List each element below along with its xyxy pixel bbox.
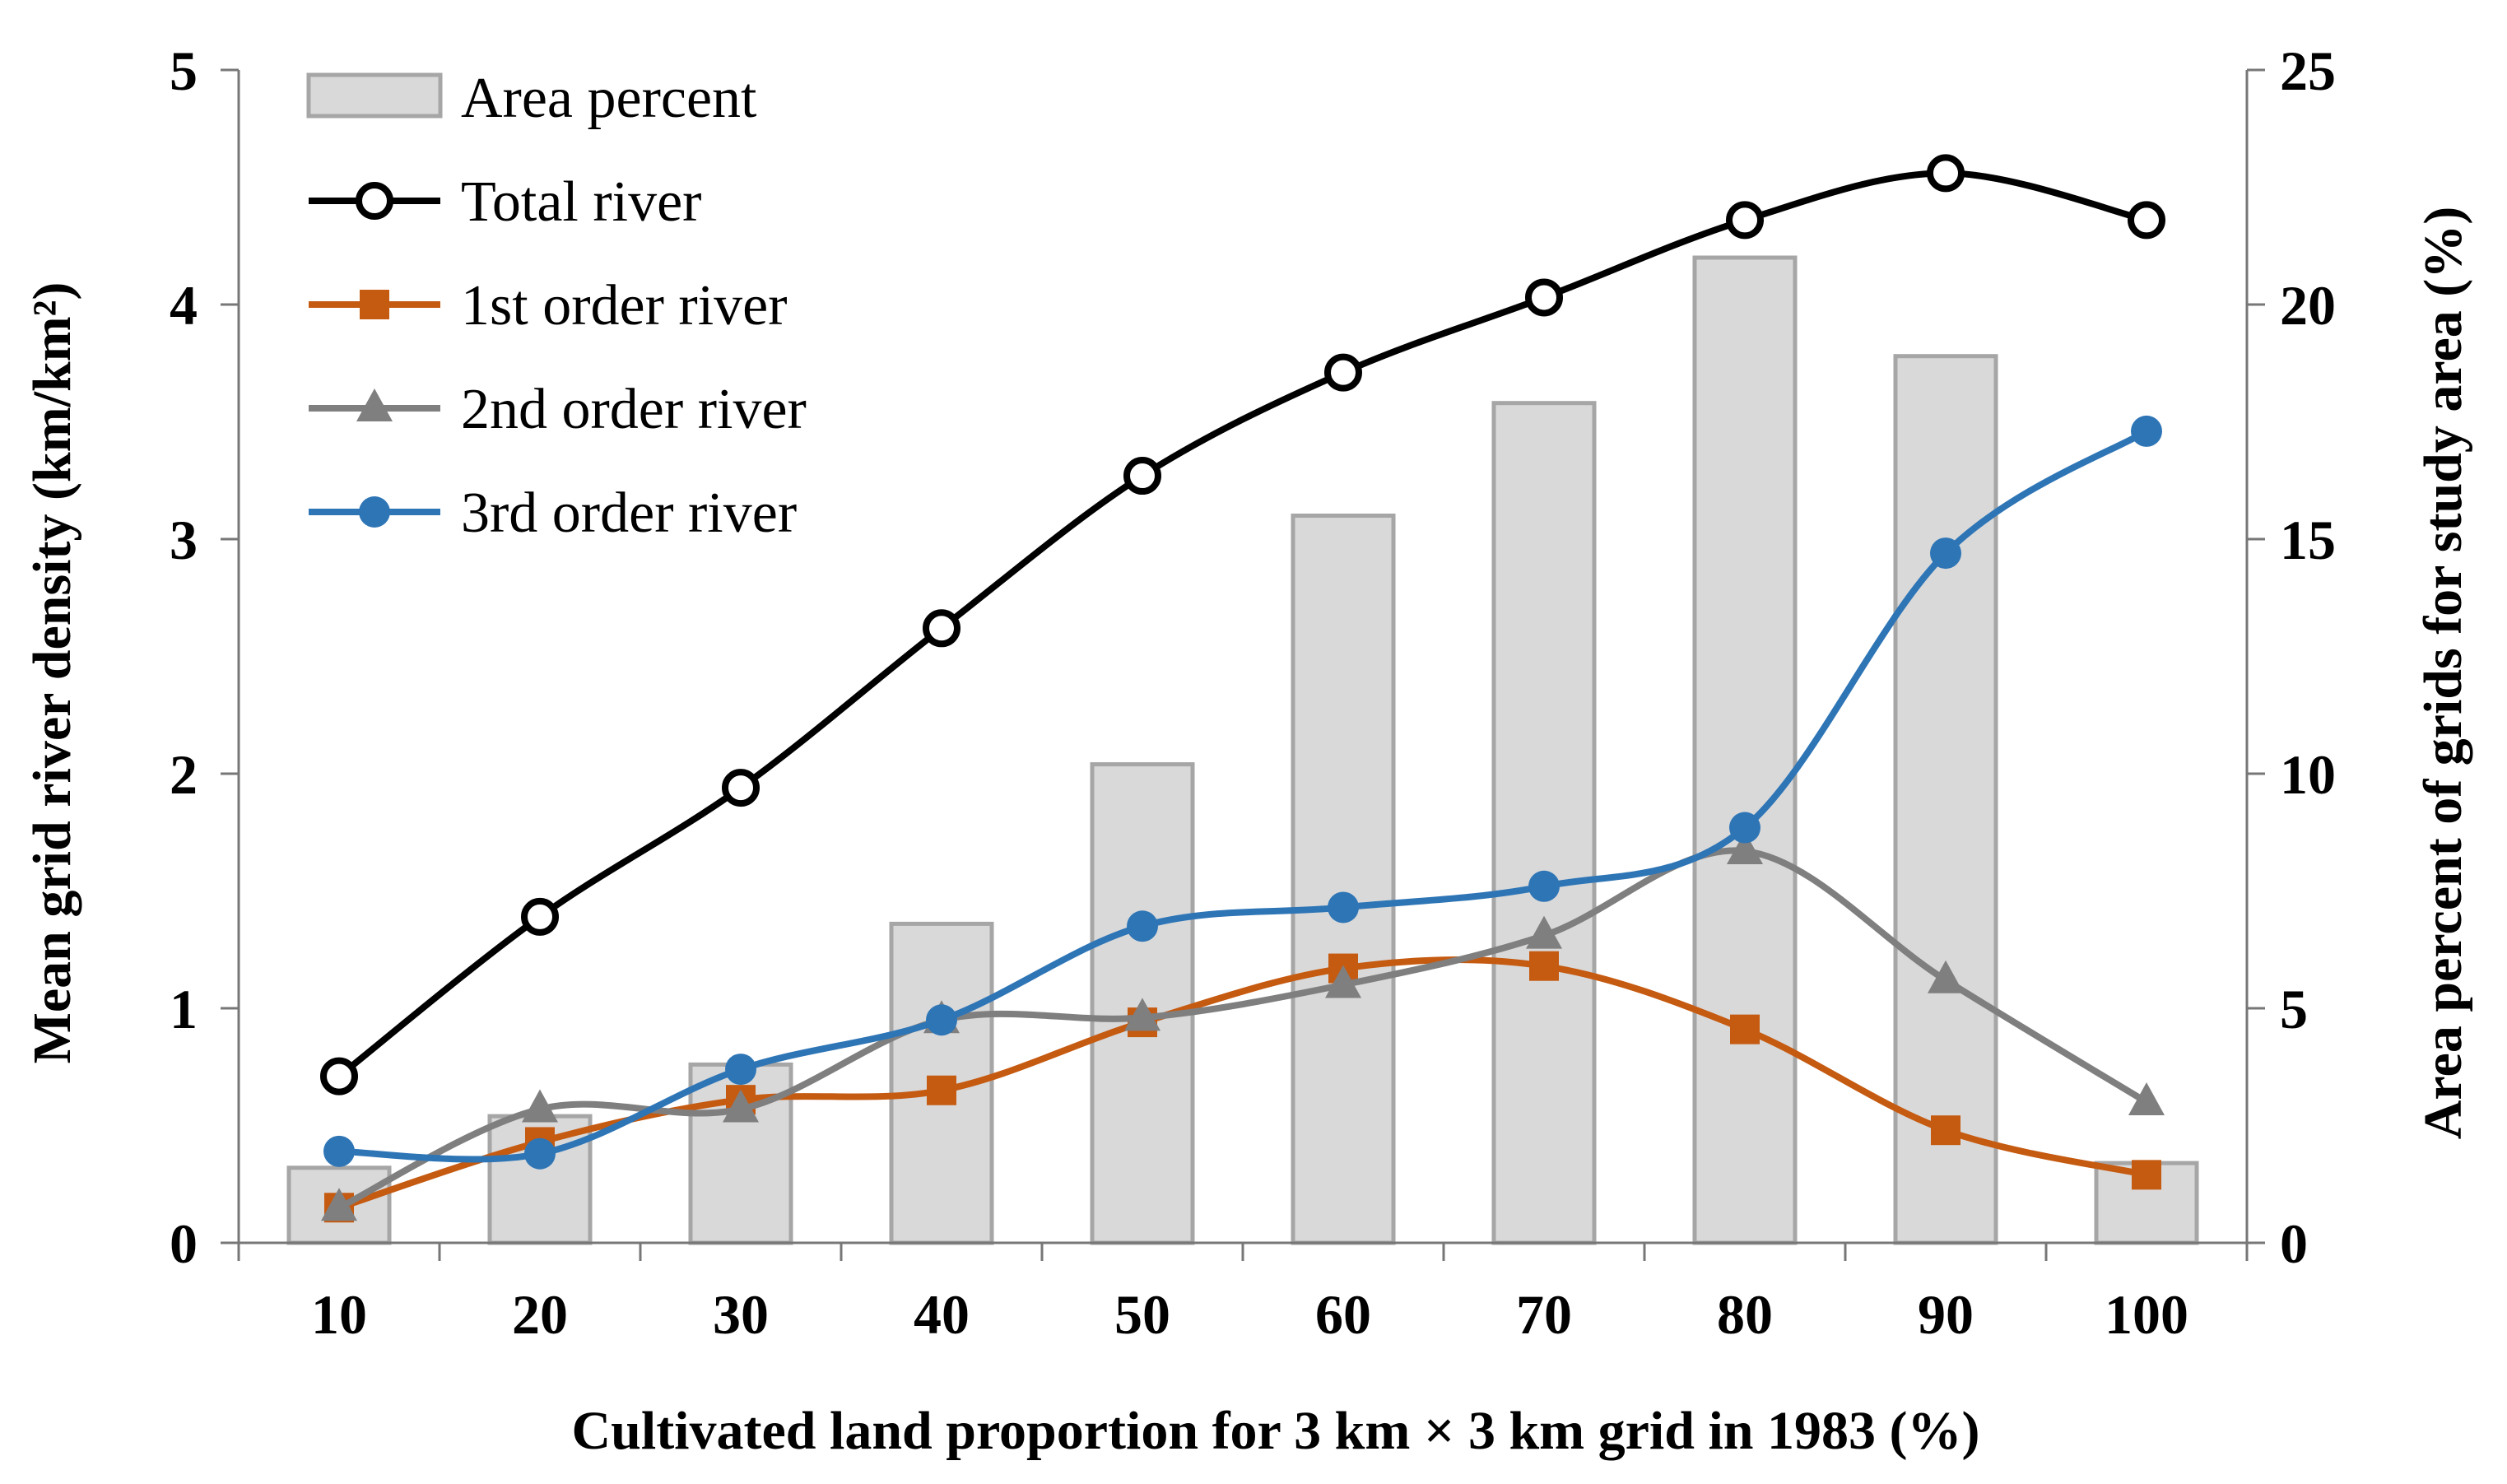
- x-tick-label-80: 80: [1717, 1283, 1773, 1346]
- x-tick-label-40: 40: [914, 1283, 970, 1346]
- line-2nd-order-river: [337, 847, 2149, 1211]
- y-right-tick-label-25: 25: [2280, 40, 2336, 102]
- legend-marker-3rd-order-river: [359, 496, 390, 528]
- legend-marker-2nd-order-river: [356, 388, 393, 421]
- point-2nd-order-river-100: [2128, 1082, 2165, 1115]
- point-3rd-order-river-30: [725, 1054, 756, 1086]
- bar-area-percent-80: [1692, 255, 1798, 1245]
- point-2nd-order-river-90: [1928, 960, 1964, 993]
- point-total-river-50: [1123, 457, 1161, 495]
- x-tick-label-90: 90: [1918, 1283, 1974, 1346]
- axes-layer: [221, 68, 2265, 1261]
- lines-layer: [320, 154, 2165, 1223]
- point-3rd-order-river-60: [1328, 891, 1359, 923]
- x-tick-label-10: 10: [311, 1283, 367, 1346]
- line-3rd-order-river: [338, 428, 2149, 1163]
- point-total-river-40: [923, 609, 960, 648]
- point-2nd-order-river-80: [1727, 831, 1763, 865]
- y-left-tick-label-2: 2: [170, 743, 198, 806]
- y-left-tick-label-3: 3: [170, 509, 198, 571]
- legend-marker-total-river: [356, 182, 393, 220]
- x-tick-label-100: 100: [2105, 1283, 2188, 1346]
- point-total-river-70: [1525, 278, 1563, 317]
- point-1st-order-river-40: [927, 1075, 956, 1105]
- point-2nd-order-river-20: [522, 1089, 558, 1123]
- point-total-river-20: [521, 897, 559, 936]
- y-left-tick-label-5: 5: [170, 40, 198, 102]
- point-3rd-order-river-40: [926, 1004, 957, 1036]
- y-right-tick-label-15: 15: [2280, 509, 2336, 571]
- y-right-tick-label-20: 20: [2280, 274, 2336, 337]
- legend-marker-1st-order-river: [360, 290, 389, 319]
- legend-label-2nd-order-river: 2nd order river: [461, 378, 807, 441]
- point-2nd-order-river-70: [1526, 915, 1562, 949]
- x-tick-label-70: 70: [1516, 1283, 1572, 1346]
- legend-label-3rd-order-river: 3rd order river: [461, 481, 797, 545]
- point-3rd-order-river-20: [524, 1137, 556, 1170]
- line-1st-order-river: [337, 956, 2147, 1212]
- point-2nd-order-river-50: [1124, 998, 1160, 1031]
- bars-layer: [286, 255, 2199, 1245]
- point-3rd-order-river-10: [323, 1135, 355, 1167]
- bar-area-percent-60: [1291, 514, 1396, 1245]
- point-1st-order-river-90: [1931, 1115, 1960, 1146]
- legend-label-area-percent: Area percent: [461, 67, 757, 130]
- legend-swatch-area-percent: [306, 72, 443, 119]
- y-axis-left-title: Mean grid river density (km/km²): [22, 282, 82, 1064]
- labels-layer: 10 20 30 40 50 60 70 80 90 1000123450510152025Cul…: [22, 40, 2473, 1461]
- point-2nd-order-river-10: [321, 1188, 357, 1221]
- x-tick-label-50: 50: [1114, 1283, 1170, 1346]
- y-right-tick-label-5: 5: [2280, 978, 2308, 1040]
- y-axis-right-title: Area percent of grids for study area (%): [2413, 207, 2473, 1139]
- x-tick-label-30: 30: [713, 1283, 769, 1346]
- x-tick-label-60: 60: [1315, 1283, 1371, 1346]
- bar-area-percent-90: [1893, 354, 1998, 1245]
- point-2nd-order-river-60: [1325, 965, 1361, 998]
- line-total-river: [337, 170, 2147, 1079]
- y-right-tick-label-10: 10: [2280, 743, 2336, 806]
- point-3rd-order-river-50: [1127, 910, 1158, 942]
- legend-label-total-river: Total river: [461, 170, 701, 234]
- point-total-river-80: [1726, 201, 1764, 240]
- point-total-river-100: [2128, 201, 2165, 240]
- y-left-tick-label-0: 0: [170, 1212, 198, 1275]
- bar-area-percent-70: [1491, 401, 1597, 1245]
- point-1st-order-river-70: [1529, 951, 1559, 981]
- point-1st-order-river-100: [2132, 1160, 2161, 1190]
- point-total-river-60: [1324, 353, 1362, 392]
- point-total-river-30: [722, 769, 760, 807]
- point-total-river-10: [320, 1057, 358, 1096]
- point-3rd-order-river-80: [1729, 812, 1760, 844]
- y-left-tick-label-1: 1: [170, 978, 198, 1040]
- x-tick-label-20: 20: [512, 1283, 568, 1346]
- y-right-tick-label-0: 0: [2280, 1212, 2308, 1275]
- point-3rd-order-river-70: [1528, 870, 1560, 902]
- point-1st-order-river-80: [1730, 1014, 1760, 1044]
- point-total-river-90: [1927, 154, 1965, 193]
- point-3rd-order-river-100: [2131, 415, 2162, 447]
- legend: Area percent Total river 1st order river 2n…: [306, 67, 807, 545]
- point-2nd-order-river-30: [723, 1089, 759, 1123]
- x-axis-title: Cultivated land proportion for 3 km × 3 …: [572, 1401, 1980, 1461]
- legend-label-1st-order-river: 1st order river: [461, 274, 788, 337]
- y-left-tick-label-4: 4: [170, 274, 198, 337]
- point-3rd-order-river-90: [1930, 537, 1961, 570]
